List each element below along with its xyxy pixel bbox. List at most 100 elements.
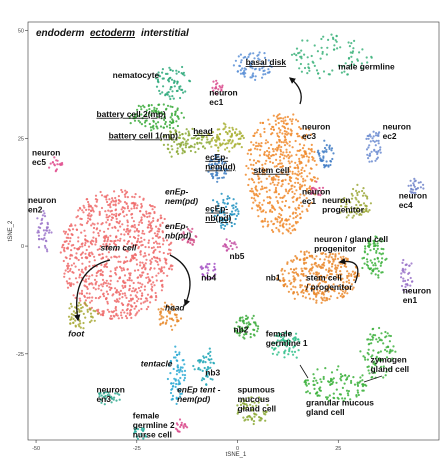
point: [88, 260, 91, 263]
point: [306, 175, 309, 178]
point: [110, 287, 113, 290]
point: [355, 212, 358, 215]
point: [176, 365, 179, 368]
point: [204, 361, 207, 364]
point: [310, 143, 313, 146]
point: [141, 261, 144, 264]
point: [98, 395, 101, 398]
point: [137, 237, 140, 240]
point: [294, 338, 297, 342]
point: [272, 150, 275, 153]
point: [42, 238, 45, 241]
point: [200, 265, 203, 268]
point: [142, 429, 145, 432]
point: [413, 185, 416, 188]
point: [135, 435, 139, 438]
point: [333, 48, 336, 51]
point: [212, 269, 215, 272]
point: [172, 305, 175, 308]
point: [137, 119, 140, 122]
point: [150, 246, 153, 250]
point: [182, 116, 185, 119]
point: [140, 221, 144, 224]
point: [331, 69, 334, 72]
point: [84, 299, 87, 302]
point: [231, 139, 234, 142]
point: [74, 324, 77, 327]
point: [150, 229, 153, 232]
point: [139, 289, 142, 292]
point: [99, 313, 102, 316]
point: [271, 341, 274, 344]
point: [372, 268, 375, 271]
point: [129, 308, 133, 311]
point: [318, 154, 321, 157]
point: [62, 259, 65, 263]
point: [251, 167, 254, 170]
point: [51, 161, 55, 164]
point: [279, 153, 282, 156]
point: [237, 212, 240, 215]
point: [156, 115, 159, 119]
point: [252, 163, 255, 167]
point: [100, 269, 103, 272]
point: [180, 72, 183, 75]
point: [224, 130, 228, 134]
point: [218, 128, 221, 131]
point: [255, 161, 258, 165]
point: [119, 225, 122, 228]
point: [324, 280, 328, 284]
point: [337, 264, 340, 267]
point: [369, 135, 372, 138]
point: [120, 314, 123, 317]
point: [253, 134, 256, 137]
point: [265, 186, 268, 189]
point: [284, 331, 287, 334]
point: [80, 256, 84, 259]
point: [98, 229, 102, 232]
point: [287, 182, 290, 185]
point: [264, 142, 267, 145]
point: [112, 398, 115, 401]
point: [257, 325, 260, 328]
point: [382, 365, 385, 368]
point: [140, 202, 143, 206]
point: [45, 248, 49, 251]
point: [388, 340, 391, 343]
point: [269, 197, 272, 200]
point: [329, 377, 333, 380]
point: [404, 263, 407, 267]
point: [257, 195, 260, 198]
point: [354, 211, 357, 214]
point: [314, 261, 317, 265]
point: [167, 147, 170, 151]
point: [174, 324, 177, 327]
point: [340, 379, 343, 382]
point: [287, 332, 290, 335]
point: [358, 51, 361, 54]
point: [168, 317, 171, 320]
point: [300, 161, 303, 165]
point: [330, 269, 333, 272]
point: [380, 262, 383, 265]
point: [64, 240, 67, 243]
point: [296, 164, 299, 167]
point: [94, 198, 97, 201]
point: [273, 165, 276, 168]
point: [175, 353, 179, 356]
point: [249, 52, 252, 55]
point: [169, 68, 172, 72]
point: [368, 372, 371, 375]
point: [292, 285, 295, 288]
point: [267, 153, 271, 156]
point: [245, 314, 248, 317]
point: [206, 263, 209, 266]
point: [257, 396, 261, 399]
point: [96, 310, 100, 313]
point: [176, 147, 179, 150]
point: [252, 422, 255, 426]
point: [382, 248, 385, 251]
point: [384, 330, 387, 334]
point: [140, 236, 143, 239]
point: [297, 174, 300, 177]
